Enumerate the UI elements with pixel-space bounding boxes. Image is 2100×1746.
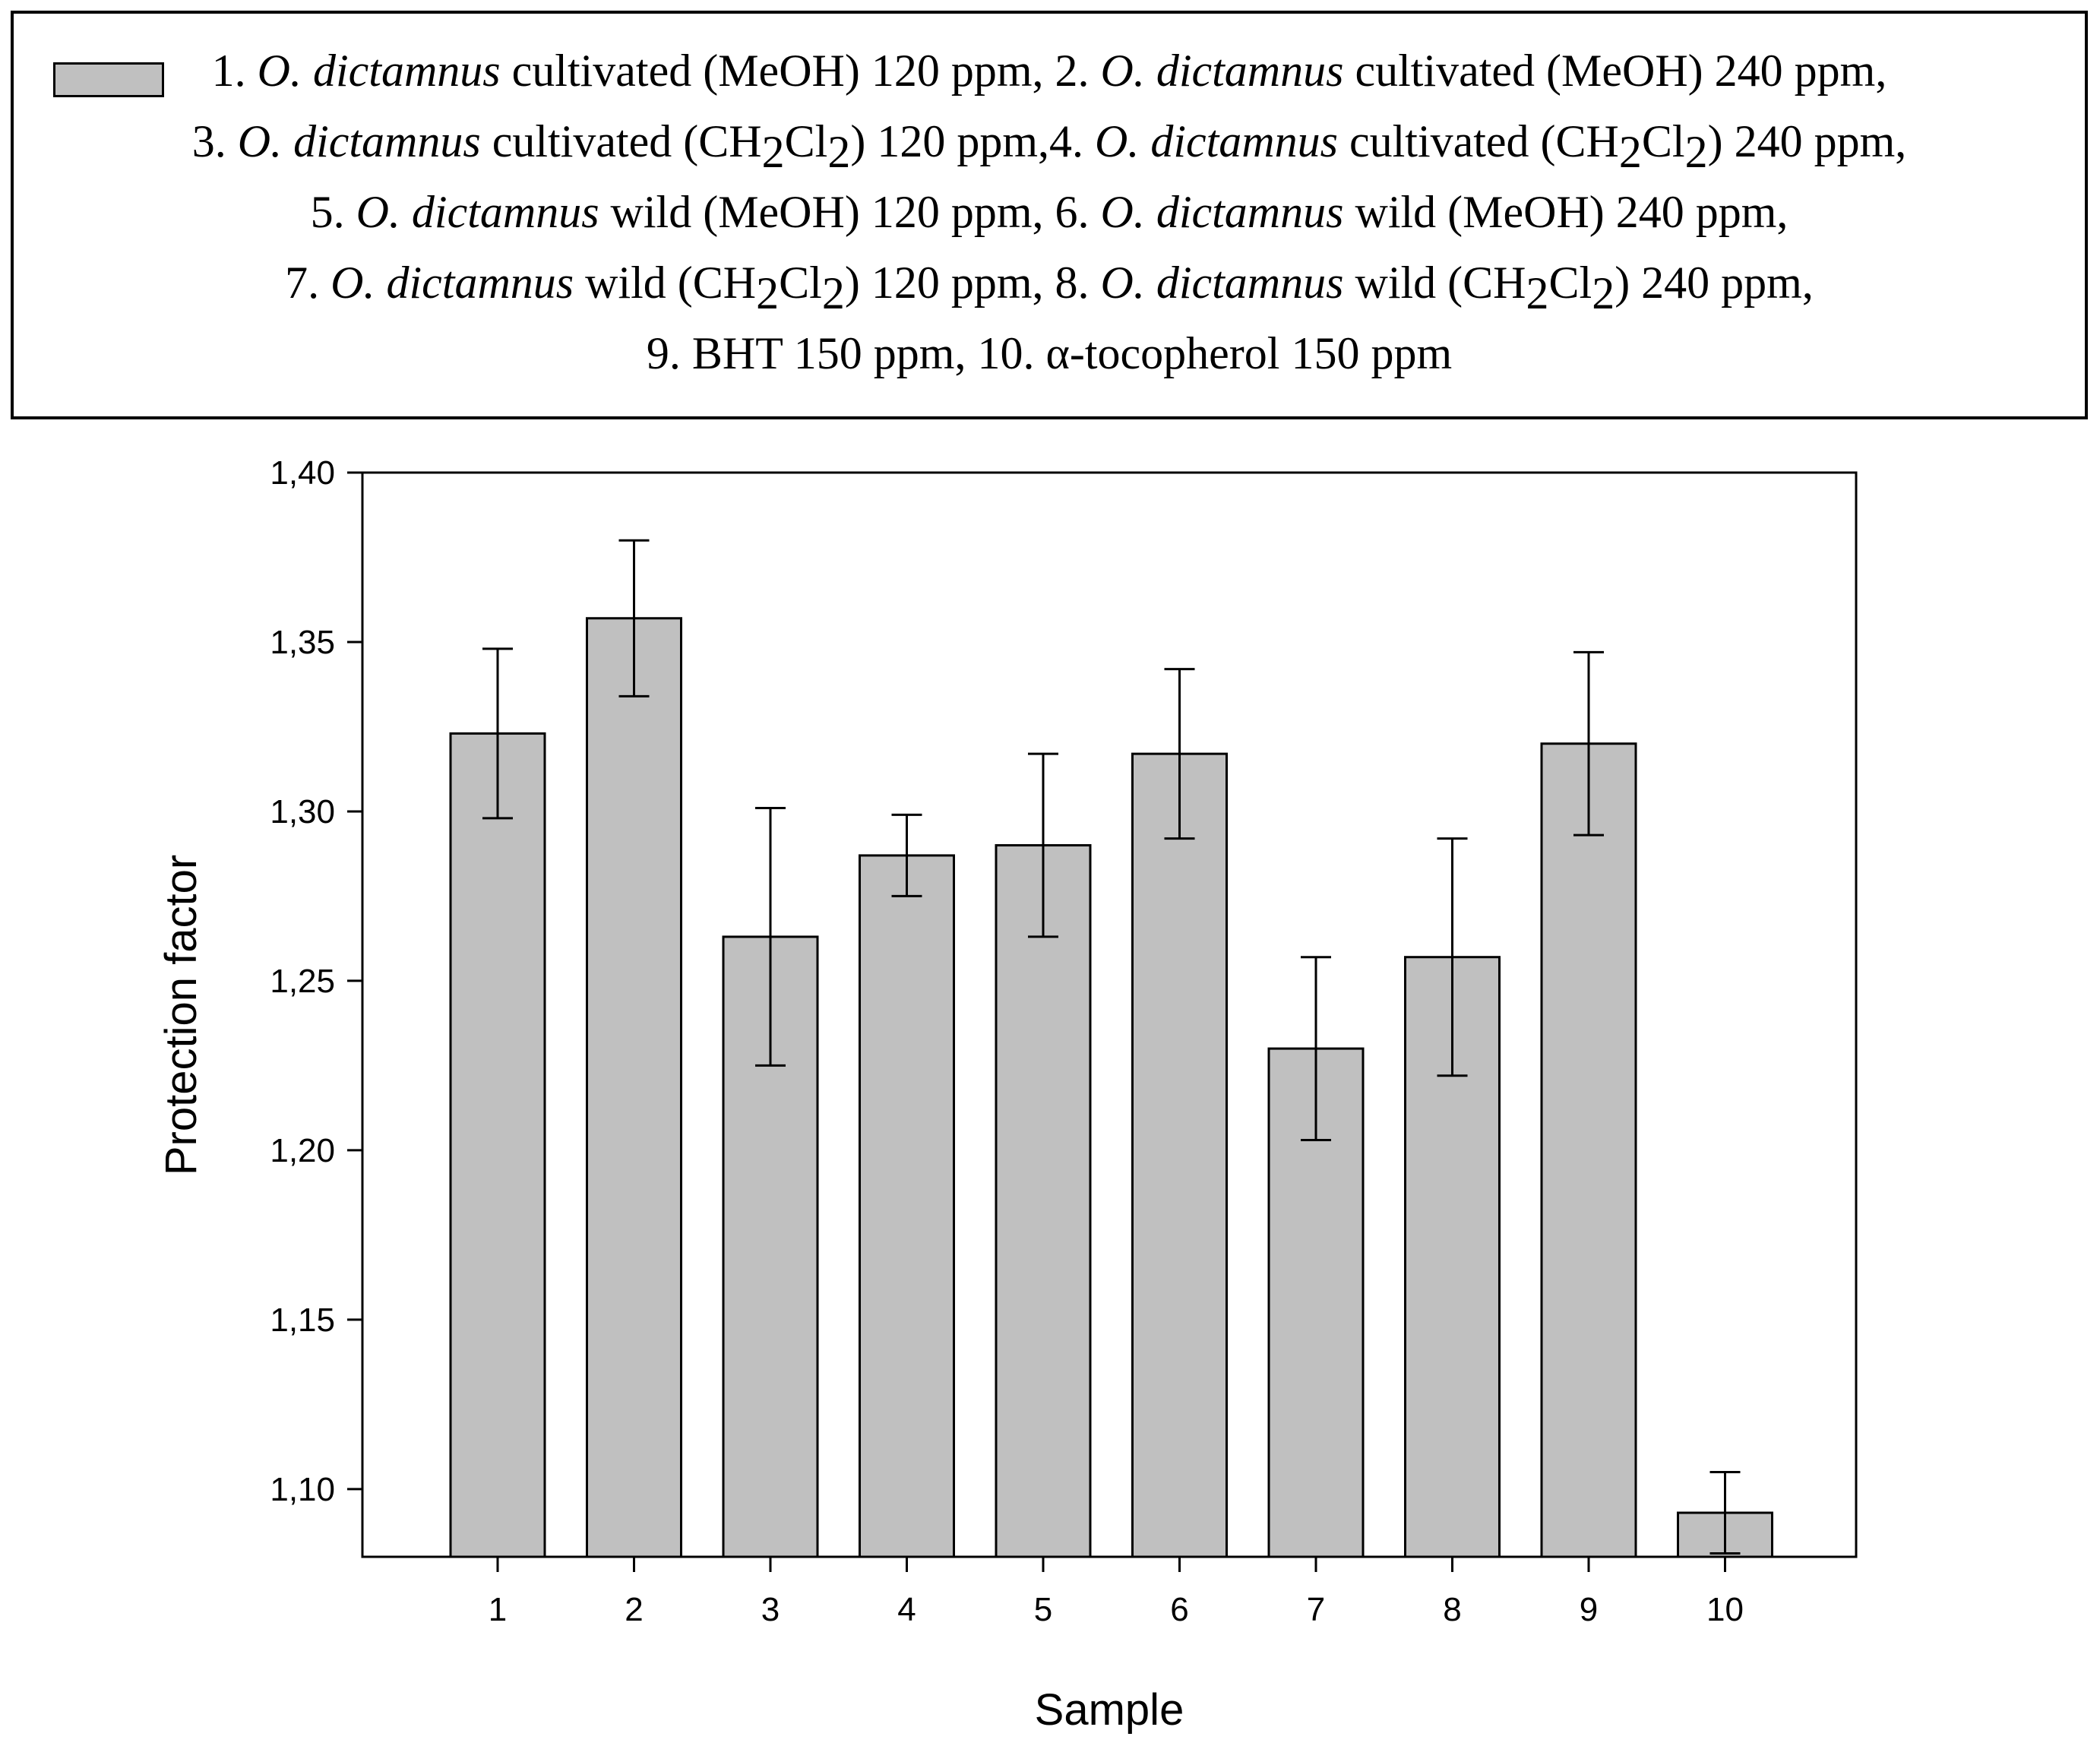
x-axis: 1 2 3 4 5 6 7 8 9 10 <box>489 1557 1744 1628</box>
x-tick-label-4: 4 <box>897 1591 916 1628</box>
y-axis: 1,10 1,15 1,20 1,25 1,30 1,35 1,40 <box>270 454 362 1508</box>
x-tick-label-3: 3 <box>761 1591 780 1628</box>
legend-text-run: cultivated (CH <box>480 116 762 166</box>
legend: 1. O. dictamnus cultivated (MeOH) 120 pp… <box>11 11 2088 419</box>
y-tick-label-0: 1,10 <box>270 1471 335 1508</box>
legend-text-run: O. dictamnus <box>237 116 481 166</box>
legend-line-3: 5. O. dictamnus wild (MeOH) 120 ppm, 6. … <box>14 185 2085 239</box>
legend-text-run: O. dictamnus <box>257 46 501 96</box>
x-tick-label-9: 9 <box>1580 1591 1598 1628</box>
legend-swatch <box>53 62 164 97</box>
bar-1 <box>449 732 546 1558</box>
y-tick-label-5: 1,35 <box>270 624 335 661</box>
x-tick-label-5: 5 <box>1034 1591 1052 1628</box>
legend-text-run: 2 <box>821 268 845 318</box>
legend-text-run: wild (MeOH) 240 ppm, <box>1343 187 1788 237</box>
legend-text-run: Cl <box>1641 116 1685 166</box>
legend-text-run: cultivated (CH <box>1337 116 1619 166</box>
plot-frame <box>361 471 1858 1558</box>
bar-5 <box>995 844 1092 1558</box>
legend-text-run: Cl <box>784 116 828 166</box>
legend-text-run: O. dictamnus <box>330 258 574 308</box>
bars-layer <box>449 617 1773 1558</box>
legend-text-run: cultivated (MeOH) 120 ppm, 2. <box>500 46 1101 96</box>
legend-text-run: O. dictamnus <box>1095 116 1338 166</box>
legend-text-run: 7. <box>285 258 331 308</box>
legend-text-run: O. dictamnus <box>1100 187 1344 237</box>
y-tick-label-2: 1,20 <box>270 1132 335 1169</box>
bar-2 <box>586 617 682 1558</box>
legend-text-run: ) 120 ppm,4. <box>850 116 1095 166</box>
legend-line-1: 1. O. dictamnus cultivated (MeOH) 120 pp… <box>14 44 2085 97</box>
legend-text-run: O. dictamnus <box>356 187 599 237</box>
x-tick-label-7: 7 <box>1307 1591 1325 1628</box>
y-tick-label-4: 1,30 <box>270 793 335 830</box>
legend-text-run: 2 <box>756 268 780 318</box>
legend-text-run: O. dictamnus <box>1100 46 1344 96</box>
x-tick-label-10: 10 <box>1706 1591 1744 1628</box>
legend-text-run: ) 120 ppm, 8. <box>844 258 1101 308</box>
bar-4 <box>859 854 955 1558</box>
bar-6 <box>1131 752 1228 1558</box>
legend-text-run: wild (CH <box>1343 258 1526 308</box>
legend-text-run: ) 240 ppm, <box>1707 116 1907 166</box>
legend-text-run: 1. <box>211 46 258 96</box>
legend-text-run: Cl <box>779 258 822 308</box>
y-tick-label-6: 1,40 <box>270 454 335 492</box>
legend-text-run: 9. BHT 150 ppm, 10. α-tocopherol 150 ppm <box>646 328 1453 378</box>
legend-line-4: 7. O. dictamnus wild (CH2Cl2) 120 ppm, 8… <box>14 256 2085 316</box>
x-tick-label-8: 8 <box>1443 1591 1461 1628</box>
legend-text-run: 2 <box>1684 127 1708 177</box>
x-tick-label-6: 6 <box>1170 1591 1188 1628</box>
legend-line-2: 3. O. dictamnus cultivated (CH2Cl2) 120 … <box>14 115 2085 175</box>
legend-text-run: O. dictamnus <box>1100 258 1344 308</box>
legend-text-run: 5. <box>310 187 356 237</box>
y-tick-label-1: 1,15 <box>270 1302 335 1339</box>
legend-text-run: Cl <box>1548 258 1592 308</box>
legend-text-run: cultivated (MeOH) 240 ppm, <box>1343 46 1887 96</box>
x-axis-title: Sample <box>1035 1685 1184 1735</box>
legend-text-run: wild (MeOH) 120 ppm, 6. <box>599 187 1101 237</box>
legend-text-run: ) 240 ppm, <box>1615 258 1814 308</box>
legend-text-run: 2 <box>827 127 851 177</box>
legend-text-run: wild (CH <box>574 258 757 308</box>
bar-9 <box>1540 742 1637 1558</box>
x-tick-label-2: 2 <box>625 1591 643 1628</box>
y-tick-label-3: 1,25 <box>270 963 335 1000</box>
legend-text-run: 2 <box>1526 268 1549 318</box>
y-axis-title: Protection factor <box>157 855 206 1175</box>
error-bars-layer <box>482 539 1741 1555</box>
legend-line-5: 9. BHT 150 ppm, 10. α-tocopherol 150 ppm <box>14 327 2085 380</box>
legend-text-run: 2 <box>1592 268 1615 318</box>
legend-text-run: 3. <box>191 116 238 166</box>
x-tick-label-1: 1 <box>489 1591 507 1628</box>
legend-text-run: 2 <box>761 127 785 177</box>
legend-text-run: 2 <box>1618 127 1642 177</box>
